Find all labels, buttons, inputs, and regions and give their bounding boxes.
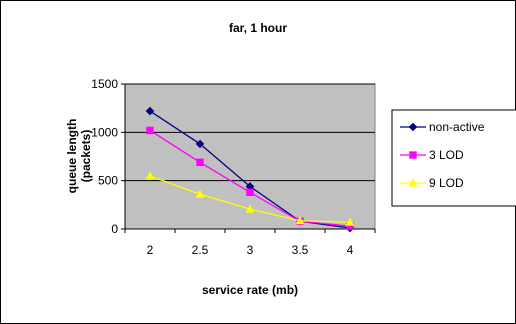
y-axis-label-line-1: queue length — [65, 119, 79, 194]
y-tick-label: 500 — [98, 174, 118, 188]
series-9-lod — [145, 171, 355, 226]
y-tick-label: 0 — [111, 222, 118, 236]
legend-marker — [409, 151, 417, 159]
legend-item: non-active — [400, 120, 485, 134]
x-tick-label: 2 — [147, 243, 154, 257]
legend-label: 9 LOD — [429, 176, 464, 190]
legend-label: 3 LOD — [429, 148, 464, 162]
y-tick-label: 1500 — [91, 77, 118, 91]
legend-label: non-active — [429, 120, 485, 134]
legend-item: 9 LOD — [400, 176, 464, 190]
y-axis-label-line-2: (packets) — [79, 130, 93, 183]
legend-item: 3 LOD — [400, 148, 464, 162]
series-group — [145, 106, 355, 233]
data-point — [246, 188, 254, 196]
x-tick-label: 3.5 — [292, 243, 309, 257]
chart-title: far, 1 hour — [229, 21, 287, 35]
data-point — [195, 189, 205, 198]
data-point — [195, 139, 205, 149]
data-point — [145, 106, 155, 116]
legend-marker — [408, 178, 418, 187]
data-point — [345, 217, 355, 226]
legend: non-active 3 LOD 9 LOD — [400, 120, 485, 190]
x-tick-label: 2.5 — [192, 243, 209, 257]
x-tick-label: 3 — [247, 243, 254, 257]
data-point — [146, 126, 154, 135]
y-tick-label: 1000 — [91, 125, 118, 139]
gridlines — [125, 83, 375, 182]
legend-marker — [408, 122, 418, 132]
y-axis-label: queue length (packets) — [65, 119, 93, 194]
data-point — [145, 171, 155, 180]
data-point — [245, 204, 255, 213]
x-axis-label: service rate (mb) — [202, 283, 298, 297]
x-axis-ticks: 2 2.5 3 3.5 4 — [124, 229, 376, 257]
data-point — [196, 158, 204, 167]
y-axis-ticks: 0 500 1000 1500 — [91, 77, 375, 236]
x-tick-label: 4 — [347, 243, 354, 257]
data-point — [295, 216, 305, 225]
